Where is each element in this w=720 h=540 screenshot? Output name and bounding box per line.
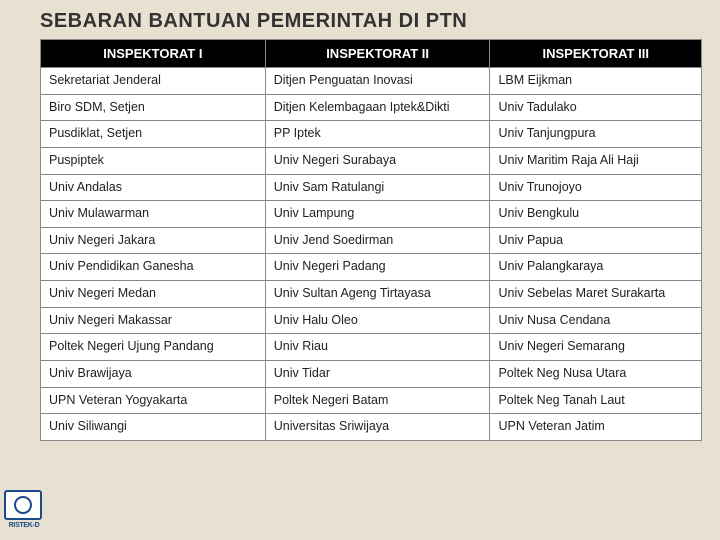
table-row: Univ AndalasUniv Sam RatulangiUniv Truno… (41, 174, 702, 201)
table-row: Univ Negeri MakassarUniv Halu OleoUniv N… (41, 307, 702, 334)
page-title: SEBARAN BANTUAN PEMERINTAH DI PTN (40, 10, 702, 33)
table-cell: Universitas Sriwijaya (265, 414, 490, 441)
table-cell: Univ Negeri Surabaya (265, 147, 490, 174)
table-cell: Pusdiklat, Setjen (41, 121, 266, 148)
table-cell: Ditjen Kelembagaan Iptek&Dikti (265, 94, 490, 121)
table-cell: Ditjen Penguatan Inovasi (265, 68, 490, 95)
table-cell: UPN Veteran Jatim (490, 414, 702, 441)
table-cell: Puspiptek (41, 147, 266, 174)
table-cell: Univ Maritim Raja Ali Haji (490, 147, 702, 174)
table-row: Univ Negeri JakaraUniv Jend SoedirmanUni… (41, 227, 702, 254)
table-row: Univ BrawijayaUniv TidarPoltek Neg Nusa … (41, 360, 702, 387)
logo-gear-icon (14, 496, 32, 514)
table-row: Univ Negeri MedanUniv Sultan Ageng Tirta… (41, 281, 702, 308)
table-cell: PP Iptek (265, 121, 490, 148)
table-cell: Univ Mulawarman (41, 201, 266, 228)
table-cell: Univ Sultan Ageng Tirtayasa (265, 281, 490, 308)
table-cell: Univ Tanjungpura (490, 121, 702, 148)
table-cell: Poltek Negeri Ujung Pandang (41, 334, 266, 361)
table-row: Sekretariat JenderalDitjen Penguatan Ino… (41, 68, 702, 95)
table-cell: Univ Negeri Semarang (490, 334, 702, 361)
table-row: Poltek Negeri Ujung PandangUniv RiauUniv… (41, 334, 702, 361)
table-cell: Univ Palangkaraya (490, 254, 702, 281)
logo-label: RISTEK-D (4, 522, 44, 529)
col-header-1: INSPEKTORAT II (265, 40, 490, 68)
table-cell: Univ Negeri Padang (265, 254, 490, 281)
table-cell: Univ Tadulako (490, 94, 702, 121)
table-cell: Biro SDM, Setjen (41, 94, 266, 121)
table-cell: LBM Eijkman (490, 68, 702, 95)
ristek-logo: RISTEK-D (4, 490, 44, 536)
table-row: Biro SDM, SetjenDitjen Kelembagaan Iptek… (41, 94, 702, 121)
table-cell: Poltek Neg Tanah Laut (490, 387, 702, 414)
table-cell: Univ Sebelas Maret Surakarta (490, 281, 702, 308)
table-header-row: INSPEKTORAT I INSPEKTORAT II INSPEKTORAT… (41, 40, 702, 68)
table-cell: Univ Negeri Makassar (41, 307, 266, 334)
table-cell: Poltek Negeri Batam (265, 387, 490, 414)
table-row: PuspiptekUniv Negeri SurabayaUniv Mariti… (41, 147, 702, 174)
table-cell: Univ Jend Soedirman (265, 227, 490, 254)
table-cell: Univ Negeri Medan (41, 281, 266, 308)
table-row: UPN Veteran YogyakartaPoltek Negeri Bata… (41, 387, 702, 414)
distribution-table: INSPEKTORAT I INSPEKTORAT II INSPEKTORAT… (40, 39, 702, 441)
table-cell: Univ Halu Oleo (265, 307, 490, 334)
table-cell: Univ Papua (490, 227, 702, 254)
table-cell: Univ Brawijaya (41, 360, 266, 387)
table-cell: Univ Negeri Jakara (41, 227, 266, 254)
table-row: Univ MulawarmanUniv LampungUniv Bengkulu (41, 201, 702, 228)
col-header-0: INSPEKTORAT I (41, 40, 266, 68)
logo-box-icon (4, 490, 42, 520)
table-cell: Sekretariat Jenderal (41, 68, 266, 95)
table-cell: Univ Tidar (265, 360, 490, 387)
table-cell: Univ Trunojoyo (490, 174, 702, 201)
table-row: Univ Pendidikan GaneshaUniv Negeri Padan… (41, 254, 702, 281)
table-cell: Univ Sam Ratulangi (265, 174, 490, 201)
table-cell: Univ Nusa Cendana (490, 307, 702, 334)
col-header-2: INSPEKTORAT III (490, 40, 702, 68)
table-cell: Univ Andalas (41, 174, 266, 201)
table-row: Univ SiliwangiUniversitas SriwijayaUPN V… (41, 414, 702, 441)
table-cell: Univ Bengkulu (490, 201, 702, 228)
table-cell: Univ Pendidikan Ganesha (41, 254, 266, 281)
table-cell: Univ Lampung (265, 201, 490, 228)
table-cell: Poltek Neg Nusa Utara (490, 360, 702, 387)
table-cell: Univ Riau (265, 334, 490, 361)
table-cell: UPN Veteran Yogyakarta (41, 387, 266, 414)
table-cell: Univ Siliwangi (41, 414, 266, 441)
table-row: Pusdiklat, SetjenPP IptekUniv Tanjungpur… (41, 121, 702, 148)
